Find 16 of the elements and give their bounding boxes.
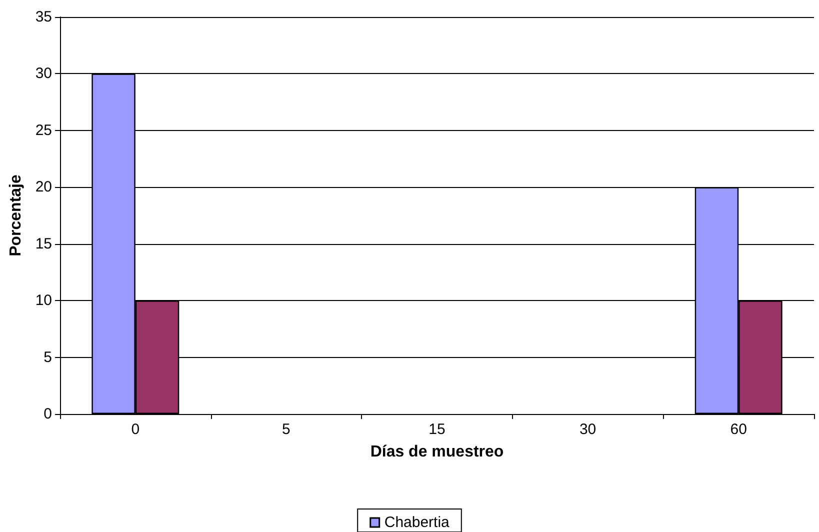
- y-tick-label: 15: [35, 235, 52, 252]
- y-tick-label: 5: [44, 348, 52, 366]
- x-tick-label: 30: [579, 421, 596, 438]
- y-tick-label: 0: [44, 406, 52, 422]
- x-tick-label: 5: [282, 421, 290, 438]
- legend-label: Chabertia: [384, 514, 450, 531]
- y-tick-label: 10: [35, 292, 52, 310]
- y-tick-label: 25: [35, 122, 52, 139]
- y-tick-label: 20: [35, 178, 52, 196]
- y-tick-label: 30: [35, 65, 52, 82]
- x-tick-label: 0: [131, 421, 140, 438]
- y-axis-title: Porcentaje: [8, 174, 24, 256]
- y-tick-label: 35: [35, 8, 52, 26]
- x-axis-title: Días de muestreo: [370, 444, 504, 460]
- x-tick-label: 15: [428, 421, 446, 438]
- x-tick-label: 60: [730, 421, 747, 438]
